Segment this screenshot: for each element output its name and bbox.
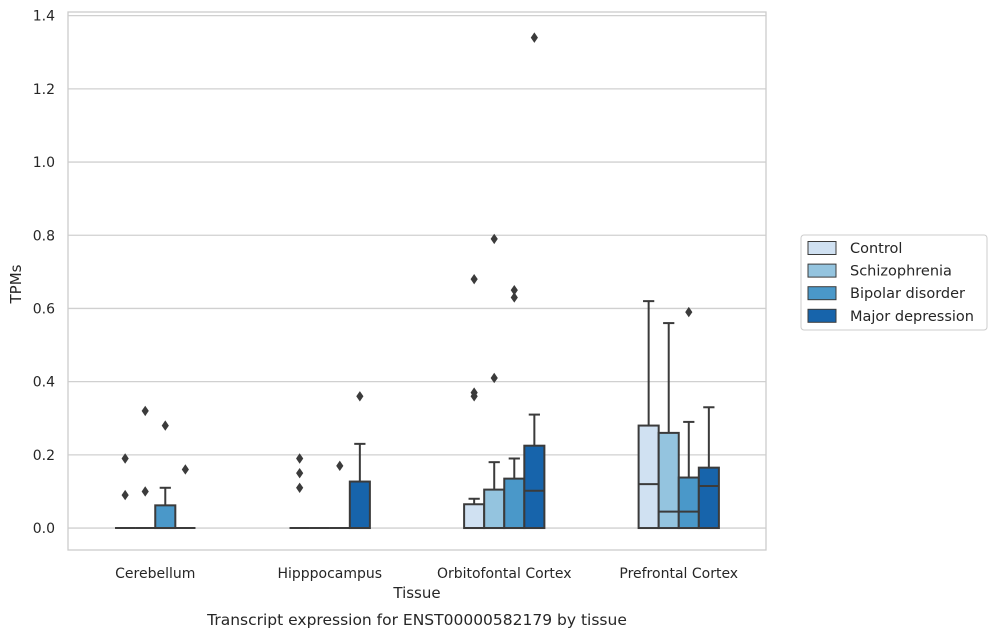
x-axis-label: Tissue xyxy=(392,584,440,602)
box-body xyxy=(348,480,371,530)
plot-area-frame xyxy=(67,11,767,551)
y-axis-label: TPMs xyxy=(7,264,25,304)
legend-frame xyxy=(800,234,988,331)
box-0-3 xyxy=(175,464,196,530)
y-tick-label: 0.8 xyxy=(33,228,55,244)
y-tick-label: 1.0 xyxy=(33,155,55,171)
box-2-2 xyxy=(503,284,526,530)
x-tick-label: Cerebellum xyxy=(115,566,195,582)
box-2-1 xyxy=(483,233,506,530)
box-0-1 xyxy=(135,405,156,530)
grid-lines xyxy=(68,15,766,529)
legend-label: Control xyxy=(850,241,902,257)
box-body xyxy=(697,466,720,530)
outlier-point xyxy=(356,391,364,402)
outlier-point xyxy=(470,387,478,398)
box-body xyxy=(483,488,506,530)
y-tick-label: 1.4 xyxy=(33,9,55,25)
box-3-3 xyxy=(697,406,720,530)
box-body xyxy=(154,504,177,530)
box-body xyxy=(677,476,700,530)
outlier-point xyxy=(296,482,304,493)
y-tick-label: 1.2 xyxy=(33,82,55,98)
boxes xyxy=(115,32,720,530)
legend-label: Major depression xyxy=(850,309,974,325)
outlier-point xyxy=(510,292,518,303)
box-body xyxy=(503,477,526,530)
outlier-point xyxy=(490,233,498,245)
x-tick-label: Orbitofontal Cortex xyxy=(437,566,572,582)
outlier-point xyxy=(181,464,189,475)
box-body xyxy=(657,431,680,530)
outlier-point xyxy=(121,453,129,464)
box-1-3 xyxy=(348,391,371,530)
box-body xyxy=(523,444,546,530)
legend-label: Schizophrenia xyxy=(850,264,952,280)
box-2-0 xyxy=(463,273,486,530)
legend: Control Schizophrenia Bipolar disorder Majo… xyxy=(800,234,988,331)
box-1-0 xyxy=(289,453,310,530)
box-0-0 xyxy=(115,453,136,530)
y-tick-label: 0.4 xyxy=(33,375,55,391)
legend-swatch xyxy=(807,263,837,278)
outlier-point xyxy=(685,306,693,318)
y-axis-ticks: 0.0 0.2 0.4 0.6 0.8 1.0 1.2 1.4 xyxy=(33,9,55,537)
legend-swatch xyxy=(807,308,837,323)
y-tick-label: 0.6 xyxy=(33,301,55,317)
x-tick-label: Prefrontal Cortex xyxy=(619,566,738,582)
outlier-point xyxy=(470,273,478,285)
box-body xyxy=(637,424,660,530)
chart-caption: Transcript expression for ENST0000058217… xyxy=(206,611,627,629)
outlier-point xyxy=(336,460,344,472)
box-1-2 xyxy=(329,460,350,530)
box-2-3 xyxy=(523,32,546,530)
outlier-point xyxy=(510,284,518,296)
y-tick-label: 0.2 xyxy=(33,448,55,464)
outlier-point xyxy=(161,420,169,431)
legend-label: Bipolar disorder xyxy=(850,286,965,302)
outlier-point xyxy=(530,32,538,43)
legend-swatch xyxy=(807,286,837,301)
outlier-point xyxy=(296,467,304,479)
box-body xyxy=(463,503,486,530)
outlier-point xyxy=(296,453,304,464)
y-tick-label: 0.0 xyxy=(33,521,55,537)
x-tick-label: Hipppocampus xyxy=(277,566,382,582)
box-0-2 xyxy=(154,420,177,530)
outlier-point xyxy=(121,489,129,501)
outlier-point xyxy=(490,372,498,384)
legend-swatch xyxy=(807,241,837,255)
x-axis-ticks: Cerebellum Hipppocampus Orbitofontal Corte… xyxy=(115,566,738,582)
outlier-point xyxy=(141,486,149,497)
box-3-0 xyxy=(637,300,660,530)
box-3-2 xyxy=(677,306,700,530)
box-3-1 xyxy=(657,322,680,530)
outlier-point xyxy=(141,405,149,417)
